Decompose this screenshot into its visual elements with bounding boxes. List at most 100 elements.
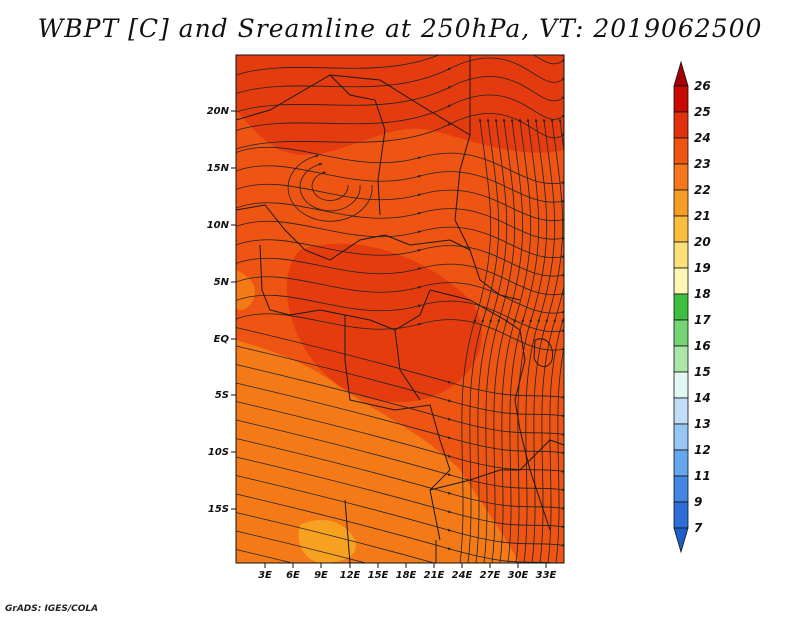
streamline-19 — [236, 401, 564, 473]
colorbar-swatch — [673, 423, 689, 451]
chart-title: WBPT [C] and Sreamline at 250hPa, VT: 20… — [37, 14, 763, 43]
lon-tick-label: 21E — [424, 570, 445, 581]
lat-tick-label: 15N — [207, 163, 230, 174]
streamline-43 — [299, 163, 361, 212]
border-2 — [329, 74, 386, 216]
streamline-0 — [236, 55, 564, 76]
streamline-38 — [539, 118, 564, 563]
border-8 — [429, 289, 526, 431]
streamlines — [236, 55, 564, 563]
streamline-26 — [236, 530, 368, 563]
lat-tick-label: 20N — [207, 106, 230, 117]
colorbar-label: 16 — [694, 339, 711, 353]
streamline-20 — [236, 419, 564, 492]
streamline-3 — [236, 94, 564, 131]
contour-region-3 — [236, 270, 255, 310]
lon-tick-label: 27E — [480, 570, 501, 581]
colorbar-swatch — [673, 267, 689, 295]
latitude-axis: 20N 15N 10N 5N EQ 5S 10S 15S — [207, 106, 236, 515]
lat-tick-label: 15S — [208, 504, 229, 515]
lon-tick-label: 15E — [368, 570, 389, 581]
streamline-21 — [236, 438, 564, 510]
credit-text: GrADS: IGES/COLA — [5, 604, 99, 614]
lon-tick-label: 24E — [452, 570, 473, 581]
colorbar-swatch — [673, 293, 689, 321]
lat-tick-label: EQ — [214, 334, 230, 345]
colorbar-max-arrow — [673, 60, 689, 87]
streamline-22 — [236, 456, 564, 529]
colorbar-label: 18 — [694, 287, 711, 301]
streamline-25 — [236, 512, 436, 563]
streamline-1 — [236, 57, 564, 94]
colorbar-label: 14 — [694, 391, 711, 405]
lon-tick-label: 30E — [508, 570, 529, 581]
colorbar: 26 25 24 23 22 21 20 19 18 17 16 15 14 13 12 11 9 7 — [673, 60, 711, 554]
border-4 — [259, 244, 321, 316]
colorbar-label: 20 — [694, 235, 711, 249]
colorbar-label: 26 — [694, 79, 711, 93]
border-10 — [429, 469, 501, 491]
lat-tick-label: 5N — [214, 277, 230, 288]
streamline-44 — [287, 154, 373, 222]
lat-tick-label: 10N — [207, 220, 230, 231]
map-panel — [236, 55, 564, 563]
lon-tick-label: 6E — [286, 570, 300, 581]
colorbar-swatch — [673, 137, 689, 165]
border-13 — [519, 429, 551, 531]
lat-tick-label: 10S — [208, 447, 229, 458]
colorbar-swatch — [673, 475, 689, 503]
border-7 — [394, 329, 421, 401]
colorbar-label: 19 — [694, 261, 711, 275]
colorbar-label: 11 — [694, 469, 711, 483]
colorbar-swatch — [673, 371, 689, 399]
colorbar-swatch — [673, 501, 689, 529]
colorbar-label: 25 — [694, 105, 711, 119]
colorbar-label: 23 — [694, 157, 711, 171]
lon-tick-label: 18E — [396, 570, 417, 581]
colorbar-label: 12 — [694, 443, 711, 457]
border-0 — [236, 74, 471, 136]
streamline-15 — [236, 327, 564, 399]
lon-tick-label: 3E — [258, 570, 272, 581]
border-11 — [344, 499, 351, 563]
colorbar-swatch — [673, 163, 689, 191]
streamline-14 — [236, 313, 564, 351]
lon-tick-label: 12E — [340, 570, 361, 581]
colorbar-swatch — [673, 241, 689, 269]
colorbar-swatch — [673, 319, 689, 347]
colorbar-label: 17 — [694, 313, 711, 327]
border-5 — [319, 289, 431, 331]
colorbar-swatch — [673, 397, 689, 425]
longitude-axis: 3E 6E 9E 12E 15E 18E 21E 24E 27E 30E 33E — [258, 563, 557, 581]
colorbar-label: 7 — [694, 521, 703, 535]
colorbar-swatch — [673, 85, 689, 113]
streamline-41 — [563, 558, 564, 563]
colorbar-swatch — [673, 345, 689, 373]
colorbar-label: 22 — [694, 183, 711, 197]
colorbar-label: 15 — [694, 365, 711, 379]
streamline-39 — [547, 118, 564, 563]
colorbar-label: 9 — [694, 495, 702, 509]
lake-victoria — [533, 338, 554, 367]
border-3 — [236, 204, 471, 261]
colorbar-swatch — [673, 215, 689, 243]
lon-tick-label: 33E — [536, 570, 557, 581]
colorbar-swatch — [673, 189, 689, 217]
colorbar-swatch — [673, 111, 689, 139]
country-borders — [236, 55, 564, 563]
colorbar-label: 21 — [694, 209, 711, 223]
map-frame — [235, 54, 565, 564]
border-1 — [454, 55, 521, 301]
border-6 — [344, 315, 451, 541]
colorbar-label: 13 — [694, 417, 711, 431]
streamline-40 — [555, 346, 564, 563]
border-9 — [500, 439, 564, 471]
lat-tick-label: 5S — [215, 390, 229, 401]
lon-tick-label: 9E — [314, 570, 328, 581]
streamline-24 — [236, 493, 564, 563]
colorbar-swatch — [673, 449, 689, 477]
colorbar-label: 24 — [694, 131, 711, 145]
colorbar-min-arrow — [673, 527, 689, 554]
streamline-42 — [311, 171, 349, 201]
